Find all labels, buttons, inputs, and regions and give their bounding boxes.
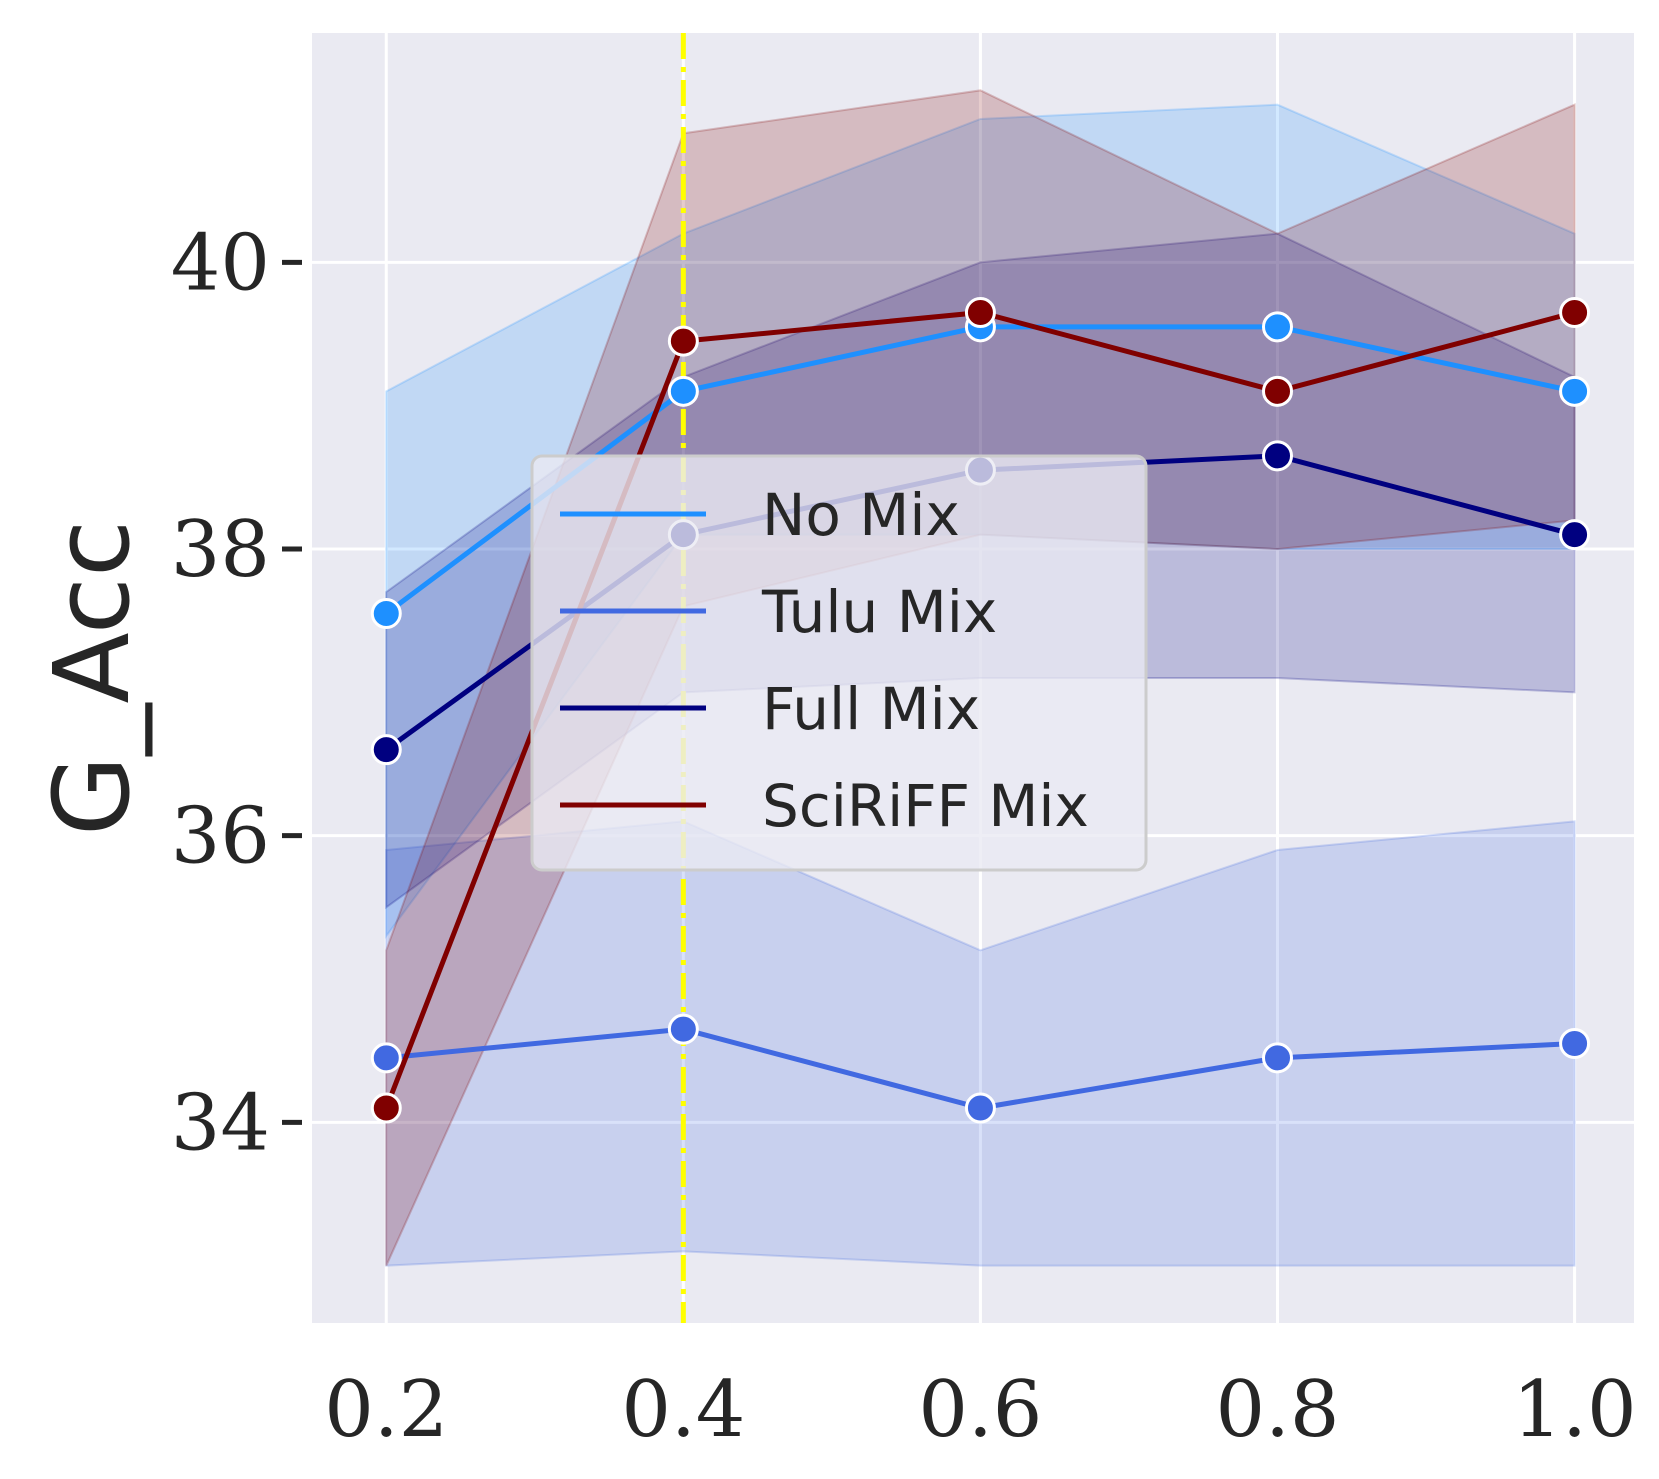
data-point — [1559, 1028, 1591, 1059]
data-point — [370, 1042, 402, 1074]
data-point — [667, 375, 699, 407]
legend: No Mix Tulu Mix Full Mix SciRiFF Mix — [530, 454, 1148, 872]
data-point — [667, 1013, 699, 1045]
data-point — [370, 1092, 402, 1124]
data-point — [370, 734, 402, 766]
data-point — [964, 1092, 996, 1124]
y-tick-label: 38 — [171, 505, 270, 595]
data-point — [1262, 375, 1294, 407]
x-tick-label: 0.6 — [918, 1365, 1042, 1455]
legend-entry-label: Full Mix — [762, 675, 980, 743]
y-axis-label: G_Acc — [31, 520, 153, 836]
x-axis-ticks: 0.2 0.4 0.6 0.8 1.0 — [324, 1365, 1636, 1455]
y-tick-label: 36 — [171, 792, 270, 882]
x-tick-label: 1.0 — [1513, 1365, 1637, 1455]
data-point — [964, 297, 996, 328]
data-point — [1559, 375, 1591, 407]
legend-entry-label: No Mix — [762, 481, 960, 549]
data-point — [1262, 311, 1294, 343]
data-point — [667, 325, 699, 357]
data-point — [1559, 297, 1591, 328]
data-point — [1262, 1042, 1294, 1074]
x-tick-label: 0.4 — [621, 1365, 745, 1455]
x-tick-label: 0.2 — [324, 1365, 448, 1455]
x-tick-label: 0.8 — [1215, 1365, 1339, 1455]
data-point — [370, 598, 402, 629]
y-tick-label: 34 — [171, 1078, 270, 1168]
y-tick-label: 40 — [171, 218, 270, 308]
legend-frame — [530, 454, 1148, 872]
legend-entry-label: SciRiFF Mix — [762, 772, 1089, 840]
y-axis-ticks: 34 36 38 40 — [171, 218, 302, 1168]
data-point — [1559, 519, 1591, 551]
legend-entry-label: Tulu Mix — [761, 578, 997, 646]
data-point — [1262, 440, 1294, 472]
